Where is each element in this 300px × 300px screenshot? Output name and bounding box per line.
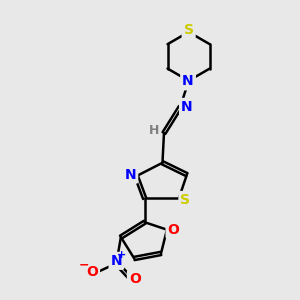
Text: N: N <box>181 100 193 114</box>
Text: N: N <box>124 168 136 182</box>
Text: O: O <box>129 272 141 286</box>
Text: S: S <box>184 22 194 37</box>
Text: O: O <box>86 265 98 279</box>
Text: H: H <box>148 124 159 137</box>
Text: S: S <box>180 193 190 207</box>
Text: O: O <box>167 223 179 237</box>
Text: −: − <box>79 259 90 272</box>
Text: N: N <box>182 74 194 88</box>
Text: N: N <box>111 254 122 268</box>
Text: +: + <box>117 250 126 260</box>
